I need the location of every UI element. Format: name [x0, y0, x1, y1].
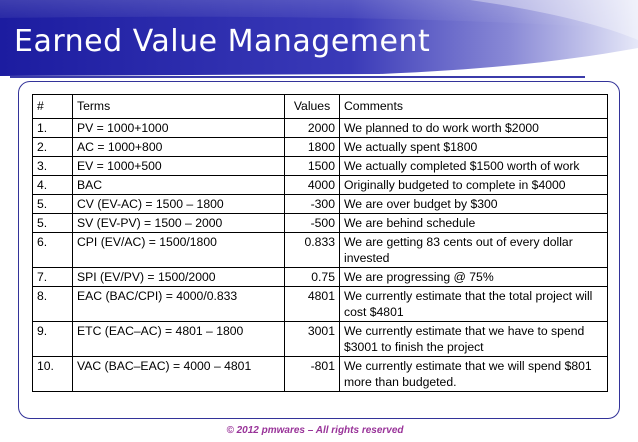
table-row: 9. ETC (EAC–AC) = 4801 – 1800 3001 We cu…	[32, 321, 608, 357]
row-value: 0.833	[284, 232, 340, 268]
column-header-number: #	[32, 94, 73, 119]
earned-value-table: # Terms Values Comments 1. PV = 1000+100…	[32, 94, 608, 392]
row-number: 2.	[32, 137, 73, 157]
row-term: SPI (EV/PV) = 1500/2000	[72, 267, 285, 287]
row-term: SV (EV-PV) = 1500 – 2000	[72, 213, 285, 233]
table-row: 3. EV = 1000+500 1500 We actually comple…	[32, 156, 608, 176]
row-value: -500	[284, 213, 340, 233]
row-value: 0.75	[284, 267, 340, 287]
row-comment: We currently estimate that we have to sp…	[339, 321, 608, 357]
table-row: 10. VAC (BAC–EAC) = 4000 – 4801 -801 We …	[32, 356, 608, 392]
row-number: 5.	[32, 213, 73, 233]
row-number: 7.	[32, 267, 73, 287]
table-row: 1. PV = 1000+1000 2000 We planned to do …	[32, 118, 608, 138]
row-term: PV = 1000+1000	[72, 118, 285, 138]
table-row: 7. SPI (EV/PV) = 1500/2000 0.75 We are p…	[32, 267, 608, 287]
slide-header: Earned Value Management	[0, 0, 638, 86]
row-value: 1800	[284, 137, 340, 157]
row-number: 4.	[32, 175, 73, 195]
row-value: 4000	[284, 175, 340, 195]
table-row: 2. AC = 1000+800 1800 We actually spent …	[32, 137, 608, 157]
row-number: 8.	[32, 286, 73, 322]
row-comment: We are progressing @ 75%	[339, 267, 608, 287]
row-term: CV (EV-AC) = 1500 – 1800	[72, 194, 285, 214]
table-row: 5. SV (EV-PV) = 1500 – 2000 -500 We are …	[32, 213, 608, 233]
copyright-text: © 2012 pmwares – All rights reserved	[226, 425, 404, 436]
row-value: 3001	[284, 321, 340, 357]
row-term: VAC (BAC–EAC) = 4000 – 4801	[72, 356, 285, 392]
row-comment: We are over budget by $300	[339, 194, 608, 214]
row-term: AC = 1000+800	[72, 137, 285, 157]
row-value: -300	[284, 194, 340, 214]
row-comment: We actually completed $1500 worth of wor…	[339, 156, 608, 176]
header-background	[0, 0, 638, 78]
row-value: 1500	[284, 156, 340, 176]
row-number: 10.	[32, 356, 73, 392]
row-comment: We currently estimate that we will spend…	[339, 356, 608, 392]
table-row: 6. CPI (EV/AC) = 1500/1800 0.833 We are …	[32, 232, 608, 268]
row-term: EAC (BAC/CPI) = 4000/0.833	[72, 286, 285, 322]
row-comment: Originally budgeted to complete in $4000	[339, 175, 608, 195]
row-number: 6.	[32, 232, 73, 268]
row-term: BAC	[72, 175, 285, 195]
row-comment: We actually spent $1800	[339, 137, 608, 157]
row-comment: We are behind schedule	[339, 213, 608, 233]
row-number: 9.	[32, 321, 73, 357]
row-term: EV = 1000+500	[72, 156, 285, 176]
row-comment: We planned to do work worth $2000	[339, 118, 608, 138]
row-number: 5.	[32, 194, 73, 214]
row-value: -801	[284, 356, 340, 392]
row-comment: We are getting 83 cents out of every dol…	[339, 232, 608, 268]
table-row: 4. BAC 4000 Originally budgeted to compl…	[32, 175, 608, 195]
row-number: 3.	[32, 156, 73, 176]
row-term: ETC (EAC–AC) = 4801 – 1800	[72, 321, 285, 357]
column-header-values: Values	[284, 94, 340, 119]
table-row: 8. EAC (BAC/CPI) = 4000/0.833 4801 We cu…	[32, 286, 608, 322]
row-value: 2000	[284, 118, 340, 138]
table-row: 5. CV (EV-AC) = 1500 – 1800 -300 We are …	[32, 194, 608, 214]
page-title: Earned Value Management	[14, 24, 431, 59]
row-number: 1.	[32, 118, 73, 138]
table-header-row: # Terms Values Comments	[32, 94, 608, 119]
row-value: 4801	[284, 286, 340, 322]
column-header-comments: Comments	[339, 94, 608, 119]
column-header-terms: Terms	[72, 94, 285, 119]
row-comment: We currently estimate that the total pro…	[339, 286, 608, 322]
row-term: CPI (EV/AC) = 1500/1800	[72, 232, 285, 268]
copyright-footer: © 2012 pmwares – All rights reserved	[0, 425, 638, 436]
